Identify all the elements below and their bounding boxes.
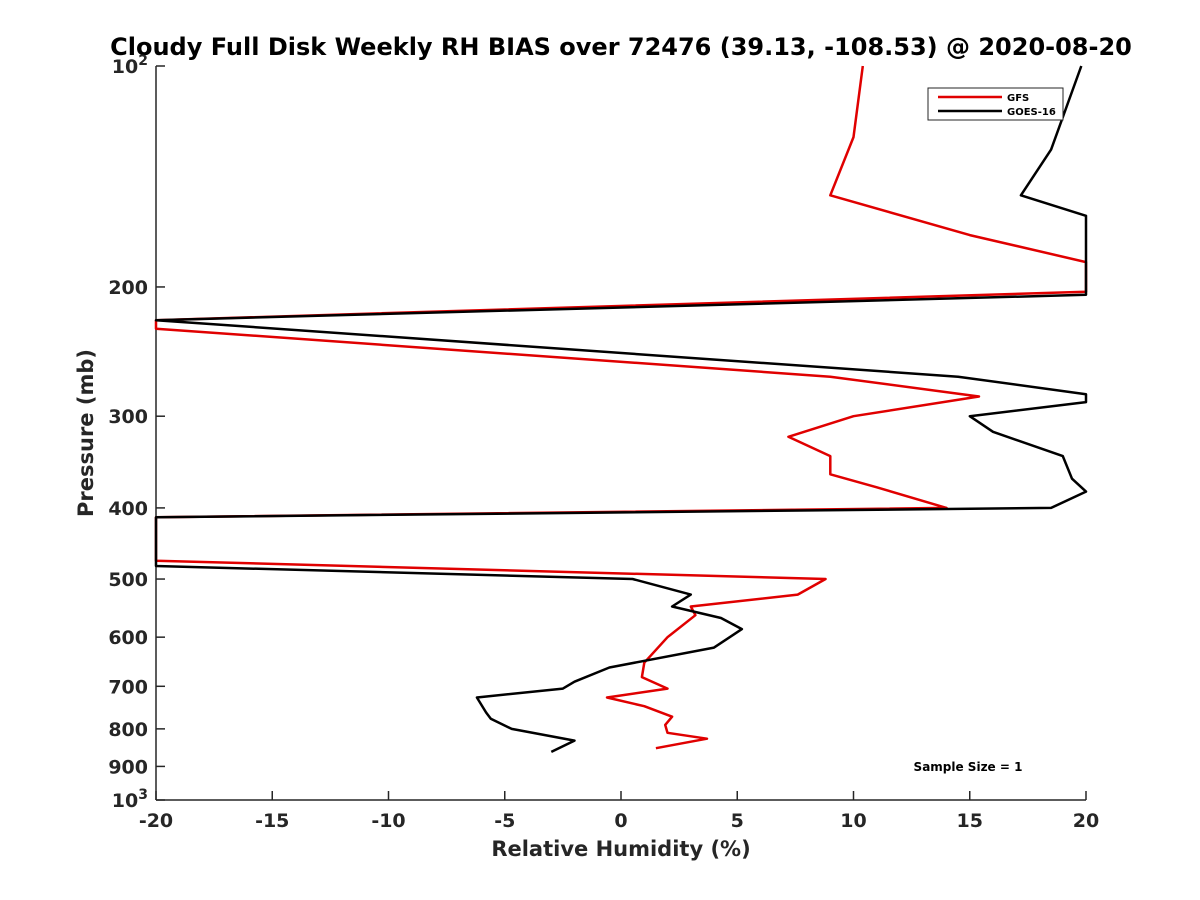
y-tick-label: 700	[108, 676, 148, 698]
plot-area: -20 -15 -10 -5 0 5 10 15 20 102 200 300 400 500 600 70…	[108, 53, 1099, 832]
x-axis-title: Relative Humidity (%)	[491, 837, 750, 861]
y-tick-label: 300	[108, 406, 148, 428]
legend-label-goes16: GOES-16	[1007, 107, 1056, 118]
x-tick-label: -5	[494, 810, 515, 832]
y-tick-label: 500	[108, 569, 148, 591]
x-axis-ticks: -20 -15 -10 -5 0 5 10 15 20	[139, 791, 1099, 832]
x-tick-label: -20	[139, 810, 173, 832]
y-tick-label: 102	[112, 53, 148, 78]
x-tick-label: -10	[371, 810, 405, 832]
x-tick-label: 20	[1073, 810, 1099, 832]
x-tick-label: 15	[957, 810, 983, 832]
x-tick-label: -15	[255, 810, 289, 832]
x-tick-label: 0	[614, 810, 627, 832]
legend-label-gfs: GFS	[1007, 93, 1029, 104]
y-tick-label: 900	[108, 756, 148, 778]
sample-size-annotation: Sample Size = 1	[914, 760, 1023, 774]
y-tick-label: 400	[108, 498, 148, 520]
x-tick-label: 5	[731, 810, 744, 832]
series-line-goes16	[154, 65, 1088, 754]
chart-title: Cloudy Full Disk Weekly RH BIAS over 724…	[110, 33, 1132, 61]
y-tick-label: 800	[108, 719, 148, 741]
legend-box	[927, 87, 1064, 121]
x-tick-label: 10	[840, 810, 866, 832]
legend: GFS GOES-16	[927, 87, 1064, 121]
y-tick-label: 600	[108, 627, 148, 649]
y-axis-title: Pressure (mb)	[74, 349, 98, 517]
y-tick-label: 103	[112, 787, 148, 812]
y-axis-ticks: 102 200 300 400 500 600 700 800 900 103	[108, 53, 165, 812]
series-layer	[154, 65, 1088, 754]
series-line-gfs	[154, 65, 1088, 750]
y-tick-label: 200	[108, 277, 148, 299]
